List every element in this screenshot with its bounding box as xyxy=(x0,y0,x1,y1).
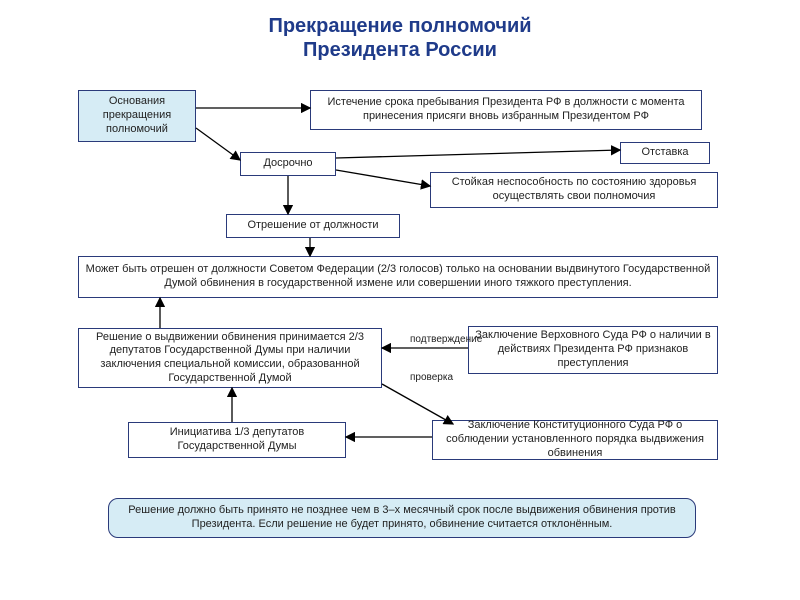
edge-label-confirm: подтверждение xyxy=(410,334,482,345)
title-line-2: Президента России xyxy=(0,38,800,62)
edge-label-check: проверка xyxy=(410,372,453,383)
node-decision-duma: Решение о выдвижении обвинения принимает… xyxy=(78,328,382,388)
node-removal-rule: Может быть отрешен от должности Советом … xyxy=(78,256,718,298)
node-expiry: Истечение срока пребывания Президента РФ… xyxy=(310,90,702,130)
node-grounds: Основания прекращения полномочий xyxy=(78,90,196,142)
node-const-court: Заключение Конституционного Суда РФ о со… xyxy=(432,420,718,460)
node-initiative: Инициатива 1/3 депутатов Государственной… xyxy=(128,422,346,458)
node-early: Досрочно xyxy=(240,152,336,176)
title-line-1: Прекращение полномочий xyxy=(0,14,800,38)
page-title: Прекращение полномочий Президента России xyxy=(0,0,800,62)
node-removal: Отрешение от должности xyxy=(226,214,400,238)
node-supreme-court: Заключение Верховного Суда РФ о наличии … xyxy=(468,326,718,374)
node-deadline: Решение должно быть принято не позднее ч… xyxy=(108,498,696,538)
node-resign: Отставка xyxy=(620,142,710,164)
node-incap: Стойкая неспособность по состоянию здоро… xyxy=(430,172,718,208)
